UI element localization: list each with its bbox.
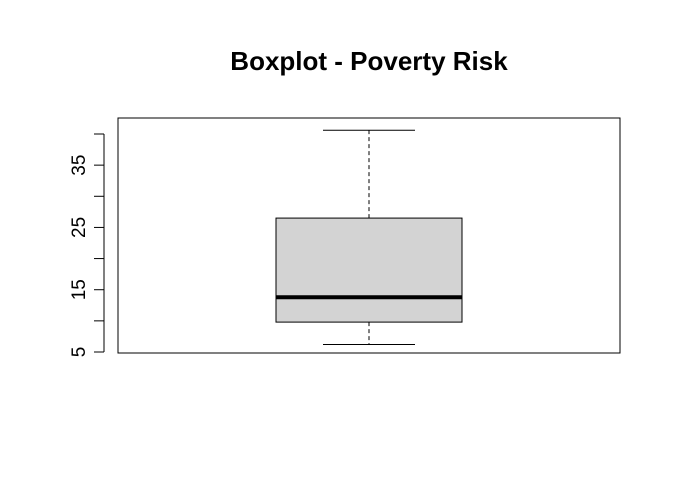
plot-frame (117, 117, 621, 354)
y-axis: 5 15 25 35 (69, 133, 105, 358)
iqr-box (275, 217, 463, 323)
y-tick-label: 25 (69, 217, 90, 238)
y-tick-label: 5 (69, 347, 90, 358)
y-tick-label: 15 (69, 279, 90, 300)
y-tick-label: 35 (69, 155, 90, 176)
chart-title: Boxplot - Poverty Risk (230, 46, 508, 76)
box-group (275, 129, 463, 346)
